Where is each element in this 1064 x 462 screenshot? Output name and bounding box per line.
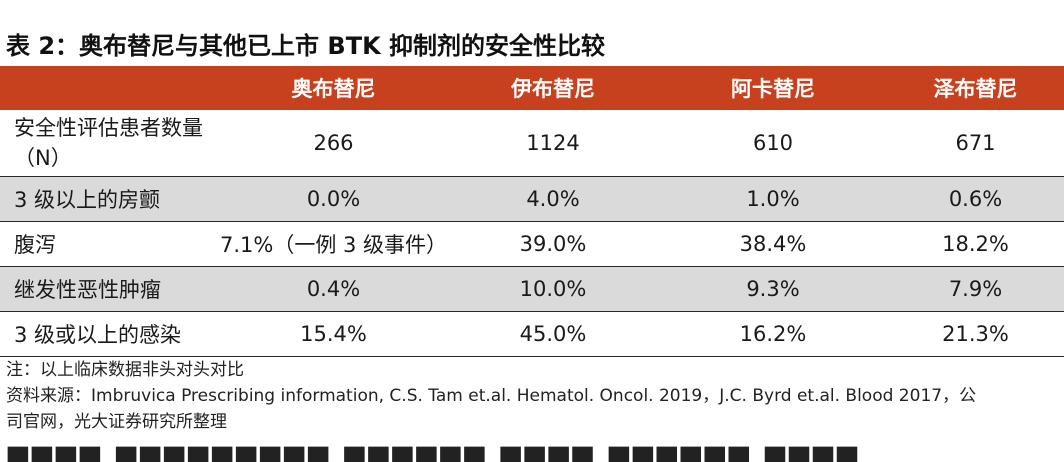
table-cell: 4.0% bbox=[447, 176, 659, 222]
header-cell-ibrutinib: 伊布替尼 bbox=[447, 66, 659, 110]
clipped-previous-text: ▀▀▀ ▀▀▀▀ ▀▀ ▀▀▀▀▀▀ ▀▀▀▀ bbox=[0, 0, 1064, 8]
table-cell: 671 bbox=[887, 110, 1064, 177]
table-row: 安全性评估患者数量（N） 266 1124 610 671 bbox=[0, 110, 1064, 177]
note-source-continued: 司官网，光大证券研究所整理 bbox=[6, 412, 227, 432]
row-label: 继发性恶性肿瘤 bbox=[0, 266, 220, 312]
table-cell: 9.3% bbox=[659, 266, 887, 312]
table-cell: 0.0% bbox=[220, 176, 447, 222]
table-cell: 15.4% bbox=[220, 311, 447, 357]
table-cell: 45.0% bbox=[447, 311, 659, 357]
table-cell: 0.4% bbox=[220, 266, 447, 312]
header-cell-zanubrutinib: 泽布替尼 bbox=[887, 66, 1064, 110]
table-cell: 21.3% bbox=[887, 311, 1064, 357]
table-cell: 7.1%（一例 3 级事件） bbox=[220, 221, 447, 267]
table-cell: 16.2% bbox=[659, 311, 887, 357]
table-row: 继发性恶性肿瘤 0.4% 10.0% 9.3% 7.9% bbox=[0, 266, 1064, 312]
header-cell-orelabrutinib: 奥布替尼 bbox=[220, 66, 447, 110]
table-notes: 注：以上临床数据非头对头对比 资料来源：Imbruvica Prescribin… bbox=[6, 357, 1062, 435]
row-label: 3 级以上的房颤 bbox=[0, 176, 220, 222]
note-source: 资料来源：Imbruvica Prescribing information, … bbox=[6, 386, 977, 406]
table-title: 表 2：奥布替尼与其他已上市 BTK 抑制剂的安全性比较 bbox=[6, 32, 606, 60]
comparison-table: 奥布替尼 伊布替尼 阿卡替尼 泽布替尼 安全性评估患者数量（N） 266 112… bbox=[0, 66, 1064, 357]
table-cell: 1.0% bbox=[659, 176, 887, 222]
table-cell: 610 bbox=[659, 110, 887, 177]
table-cell: 7.9% bbox=[887, 266, 1064, 312]
table-header-row: 奥布替尼 伊布替尼 阿卡替尼 泽布替尼 bbox=[0, 66, 1064, 110]
table-cell: 18.2% bbox=[887, 221, 1064, 267]
table-cell: 39.0% bbox=[447, 221, 659, 267]
row-label: 3 级或以上的感染 bbox=[0, 311, 220, 357]
table-cell: 0.6% bbox=[887, 176, 1064, 222]
header-cell-acalabrutinib: 阿卡替尼 bbox=[659, 66, 887, 110]
table-cell: 266 bbox=[220, 110, 447, 177]
clipped-following-text: ▀▀▀▀ ▀▀▀▀▀▀▀▀▀ ▀▀▀▀▀▀ ▀▀▀▀ ▀▀▀▀▀▀ ▀▀▀▀ bbox=[0, 446, 1064, 462]
table-row: 3 级或以上的感染 15.4% 45.0% 16.2% 21.3% bbox=[0, 311, 1064, 357]
table-cell: 1124 bbox=[447, 110, 659, 177]
note-disclaimer: 注：以上临床数据非头对头对比 bbox=[6, 360, 244, 380]
header-cell-empty bbox=[0, 66, 220, 110]
table-row: 腹泻 7.1%（一例 3 级事件） 39.0% 38.4% 18.2% bbox=[0, 221, 1064, 267]
table-cell: 38.4% bbox=[659, 221, 887, 267]
table-row: 3 级以上的房颤 0.0% 4.0% 1.0% 0.6% bbox=[0, 176, 1064, 222]
table-cell: 10.0% bbox=[447, 266, 659, 312]
row-label: 安全性评估患者数量（N） bbox=[0, 110, 220, 177]
row-label: 腹泻 bbox=[0, 221, 220, 267]
